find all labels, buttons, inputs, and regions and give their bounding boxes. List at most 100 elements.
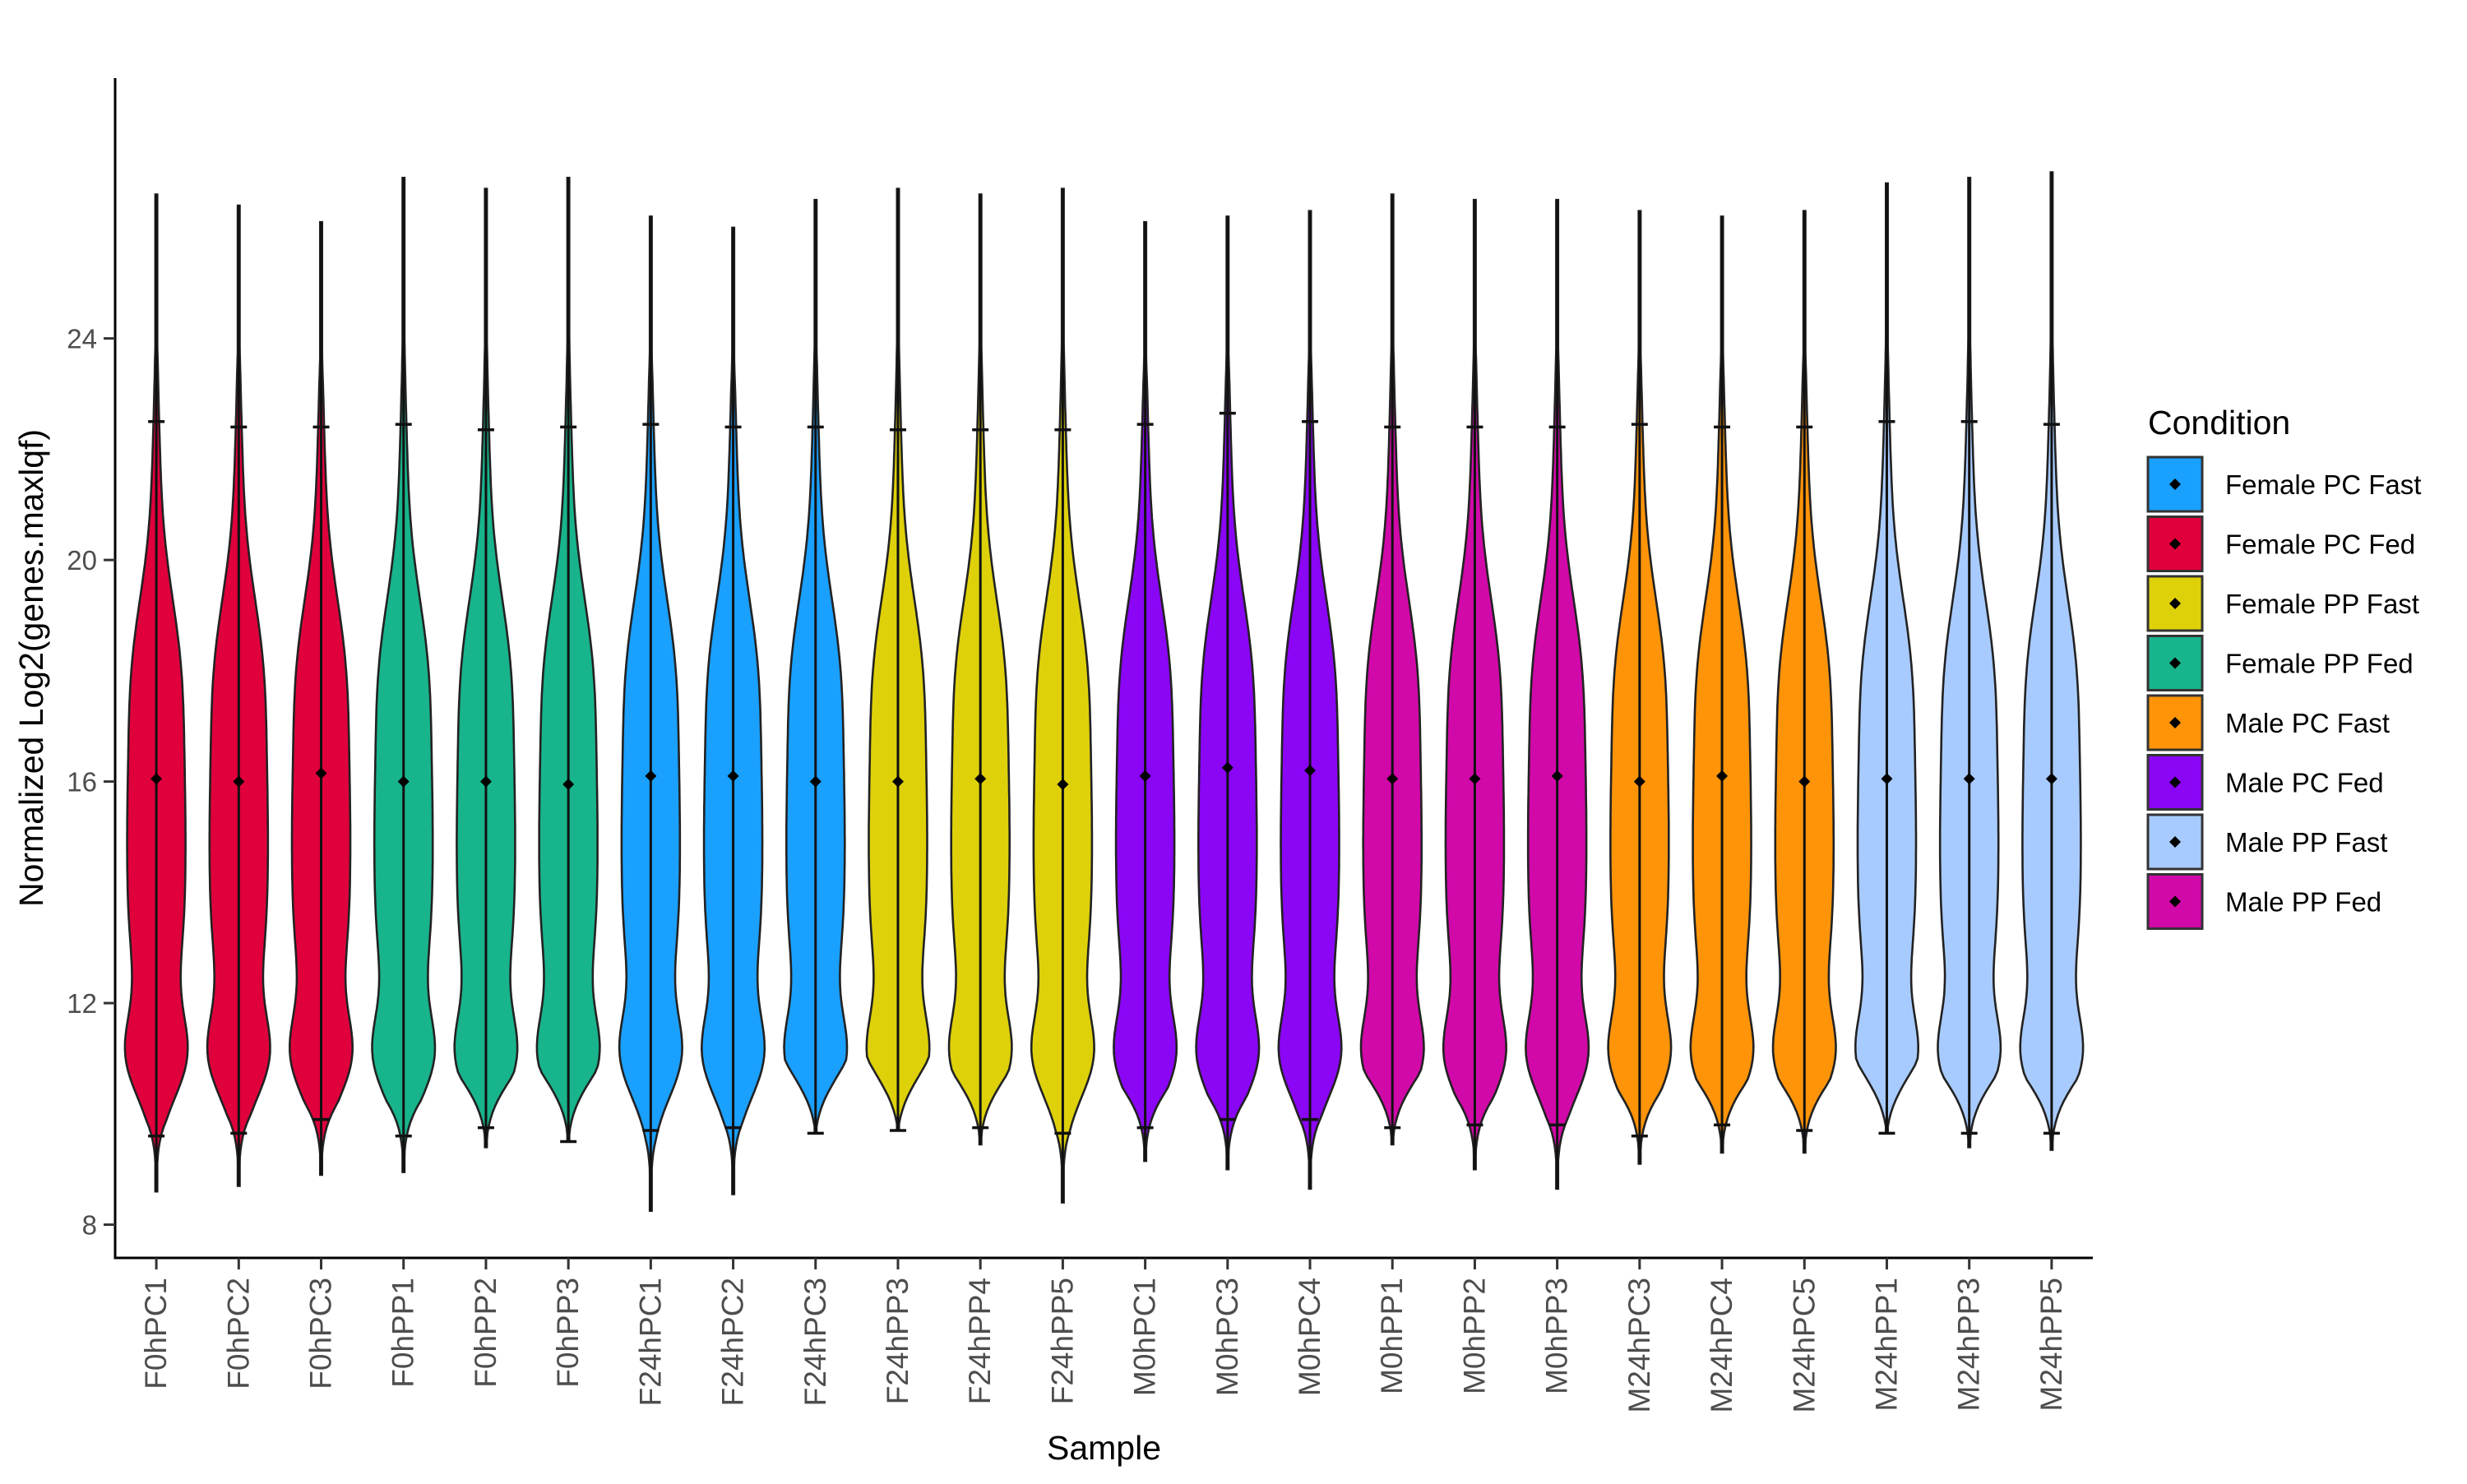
legend-item: Male PC Fed bbox=[2146, 754, 2384, 811]
legend-label: Male PP Fast bbox=[2225, 827, 2387, 858]
violin-M24hPP1 bbox=[1854, 182, 1920, 1135]
x-tick-label: F24hPC2 bbox=[716, 1278, 750, 1406]
violin-F0hPC3 bbox=[288, 220, 354, 1177]
violin-M0hPP2 bbox=[1442, 198, 1507, 1171]
y-tick-label: 20 bbox=[67, 545, 97, 576]
violin-F24hPC1 bbox=[618, 215, 683, 1212]
legend-key-point bbox=[2169, 895, 2181, 908]
mean-point bbox=[1551, 770, 1563, 782]
mean-point bbox=[1633, 775, 1645, 788]
x-tick-label: M0hPC1 bbox=[1128, 1278, 1162, 1396]
x-axis-label: Sample bbox=[1047, 1429, 1161, 1467]
violin-F24hPC3 bbox=[783, 198, 849, 1135]
mean-point bbox=[1963, 773, 1975, 785]
x-axis-ticks: F0hPC1 F0hPC2 F0hPC3 F0hPP1 F0hPP2 F0hPP3 F24h… bbox=[139, 1258, 2068, 1413]
mean-point bbox=[974, 773, 987, 785]
violin-F24hPP4 bbox=[947, 193, 1013, 1146]
mean-point bbox=[1716, 770, 1729, 782]
x-tick-label: M24hPP3 bbox=[1952, 1278, 1986, 1412]
axes-layer: 8 12 16 20 24 F0hPC1 F0hPC2 F0hPC3 F0hPP1 F0hPP2… bbox=[12, 78, 2093, 1467]
legend-item: Female PP Fed bbox=[2146, 635, 2414, 691]
y-tick-label: 8 bbox=[82, 1210, 97, 1241]
x-tick-label: M24hPP1 bbox=[1869, 1278, 1903, 1412]
legend-item: Male PC Fast bbox=[2146, 694, 2390, 751]
legend-label: Female PC Fed bbox=[2225, 529, 2415, 560]
legend-item: Male PP Fast bbox=[2146, 813, 2387, 871]
mean-point bbox=[1139, 770, 1151, 782]
violin-F24hPP3 bbox=[865, 187, 931, 1132]
x-tick-label: M24hPC4 bbox=[1705, 1278, 1738, 1413]
legend-label: Male PP Fed bbox=[2225, 887, 2381, 918]
y-tick-label: 24 bbox=[67, 324, 97, 354]
violin-M0hPP1 bbox=[1359, 193, 1425, 1146]
y-tick-label: 16 bbox=[67, 767, 97, 797]
legend-key-point bbox=[2169, 598, 2181, 609]
mean-point bbox=[727, 770, 739, 782]
x-tick-label: F0hPP2 bbox=[469, 1278, 502, 1388]
x-tick-label: M24hPC5 bbox=[1787, 1278, 1821, 1413]
mean-point bbox=[1304, 765, 1317, 777]
violin-M24hPC4 bbox=[1689, 215, 1755, 1154]
violin-F0hPC2 bbox=[206, 204, 271, 1187]
legend-label: Female PC Fast bbox=[2225, 469, 2421, 500]
x-tick-label: M0hPP3 bbox=[1540, 1278, 1574, 1394]
mean-point bbox=[809, 775, 822, 788]
x-tick-label: F0hPC2 bbox=[221, 1278, 255, 1389]
x-tick-label: M0hPP2 bbox=[1457, 1278, 1491, 1394]
violin-F0hPP2 bbox=[453, 187, 519, 1149]
x-tick-label: F24hPC3 bbox=[798, 1278, 832, 1406]
x-tick-label: M0hPP1 bbox=[1375, 1278, 1409, 1394]
legend-item: Female PC Fed bbox=[2146, 515, 2415, 572]
legend-key-point bbox=[2169, 836, 2181, 848]
violin-M0hPC1 bbox=[1113, 220, 1178, 1163]
y-axis-ticks: 8 12 16 20 24 bbox=[67, 324, 115, 1241]
x-tick-label: M24hPC3 bbox=[1622, 1278, 1656, 1413]
violin-F24hPP5 bbox=[1030, 187, 1095, 1204]
mean-point bbox=[150, 773, 163, 785]
y-tick-label: 12 bbox=[67, 988, 97, 1019]
legend-label: Male PC Fast bbox=[2225, 708, 2390, 738]
mean-point bbox=[315, 767, 327, 779]
violin-M24hPC5 bbox=[1771, 210, 1837, 1154]
x-tick-label: F24hPP4 bbox=[963, 1278, 997, 1404]
legend-label: Female PP Fast bbox=[2225, 589, 2419, 619]
violin-F0hPP3 bbox=[535, 177, 601, 1144]
mean-point bbox=[1057, 778, 1069, 790]
violin-M0hPC4 bbox=[1277, 210, 1343, 1190]
legend-key-point bbox=[2169, 717, 2181, 728]
mean-point bbox=[1221, 761, 1234, 774]
mean-point bbox=[1386, 773, 1399, 785]
x-tick-label: F24hPP5 bbox=[1045, 1278, 1079, 1404]
violin-M24hPC3 bbox=[1607, 210, 1673, 1165]
legend-label: Male PC Fed bbox=[2225, 768, 2384, 798]
y-axis-label: Normalized Log2(genes.maxlqf) bbox=[12, 429, 50, 907]
legend-items: Female PC Fast Female PC Fed Female PP Fas… bbox=[2146, 455, 2421, 930]
legend-item: Female PP Fast bbox=[2146, 575, 2419, 632]
x-tick-label: F24hPP3 bbox=[881, 1278, 914, 1404]
violin-M24hPP5 bbox=[2019, 171, 2085, 1151]
legend-key-point bbox=[2169, 538, 2181, 550]
x-tick-label: F0hPP1 bbox=[386, 1278, 420, 1388]
legend-item: Male PP Fed bbox=[2146, 873, 2381, 930]
legend-label: Female PP Fed bbox=[2225, 649, 2414, 679]
x-tick-label: F0hPC1 bbox=[139, 1278, 173, 1389]
mean-point bbox=[1798, 775, 1811, 788]
legend-key-point bbox=[2169, 657, 2181, 669]
x-tick-label: F0hPC3 bbox=[304, 1278, 338, 1389]
mean-point bbox=[562, 778, 575, 790]
legend-title: Condition bbox=[2148, 404, 2290, 442]
violin-F0hPP1 bbox=[371, 177, 437, 1173]
x-tick-label: F0hPP3 bbox=[551, 1278, 585, 1388]
mean-point bbox=[891, 775, 904, 788]
legend-key bbox=[2146, 635, 2204, 691]
mean-point bbox=[233, 775, 245, 788]
mean-point bbox=[479, 775, 492, 788]
mean-point bbox=[1881, 773, 1893, 785]
legend-key-point bbox=[2169, 776, 2181, 788]
mean-point bbox=[397, 775, 410, 788]
violin-F0hPC1 bbox=[123, 193, 189, 1193]
mean-point bbox=[2045, 773, 2057, 785]
